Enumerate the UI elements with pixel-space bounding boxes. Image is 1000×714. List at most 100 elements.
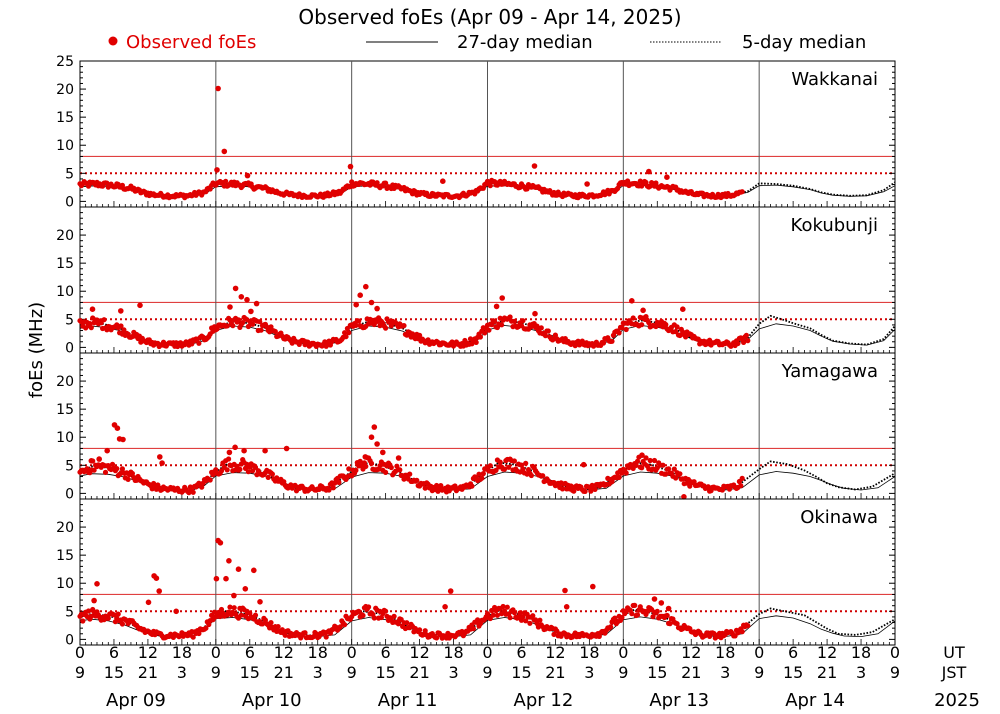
- observed-point: [227, 604, 233, 610]
- observed-point: [119, 621, 125, 627]
- ut-tick-label: 18: [308, 643, 328, 662]
- observed-point: [383, 608, 389, 614]
- y-tick-label: 5: [65, 312, 74, 328]
- jst-tick-label: 21: [681, 663, 701, 682]
- observed-point: [745, 623, 751, 629]
- observed-point: [226, 558, 232, 564]
- observed-point: [378, 614, 384, 621]
- observed-point: [88, 613, 94, 619]
- y-tick-label: 15: [56, 256, 74, 272]
- observed-point: [349, 179, 355, 185]
- ut-tick-label: 0: [75, 643, 85, 662]
- observed-point: [477, 334, 483, 340]
- ut-tick-label: 0: [482, 643, 492, 662]
- observed-point: [283, 445, 290, 452]
- observed-point: [215, 85, 221, 92]
- observed-point: [240, 320, 246, 326]
- observed-point: [199, 484, 205, 490]
- panel-okinawa: 0 5 10 15 20 Okinawa: [56, 498, 896, 648]
- observed-point: [269, 471, 275, 477]
- observed-point: [238, 612, 244, 618]
- y-tick-label: 0: [65, 632, 74, 648]
- panel-yamagawa: 0 5 10 15 20 Yamagawa: [56, 352, 896, 502]
- observed-point: [80, 618, 86, 624]
- observed-point: [196, 630, 202, 637]
- y-tick-label: 10: [56, 430, 74, 446]
- observed-point: [520, 466, 526, 472]
- x-axis: UT JST 2025 0961512211830961512211830961…: [75, 643, 980, 711]
- jst-tick-label: 9: [347, 663, 357, 682]
- y-tick-label: 25: [56, 54, 74, 70]
- observed-point: [518, 462, 525, 468]
- observed-point: [665, 605, 672, 612]
- jst-tick-label: 9: [482, 663, 492, 682]
- observed-point: [511, 458, 517, 464]
- ut-tick-label: 12: [274, 643, 294, 662]
- observed-point: [534, 323, 540, 329]
- observed-point: [353, 322, 359, 328]
- ut-tick-label: 0: [618, 643, 628, 662]
- observed-point: [257, 319, 263, 325]
- observed-point: [612, 615, 618, 621]
- observed-point: [346, 330, 352, 336]
- observed-points: [77, 85, 745, 201]
- observed-point: [663, 471, 669, 477]
- jst-tick-label: 3: [177, 663, 187, 682]
- observed-point: [231, 592, 237, 599]
- observed-point: [282, 632, 288, 638]
- observed-point: [482, 330, 488, 336]
- observed-point: [442, 604, 448, 610]
- observed-point: [118, 308, 124, 314]
- observed-point: [677, 332, 683, 339]
- observed-point: [663, 322, 669, 328]
- observed-point: [85, 608, 92, 614]
- observed-point: [660, 462, 666, 468]
- observed-point: [507, 615, 513, 621]
- observed-point: [616, 474, 622, 480]
- observed-point: [639, 465, 645, 471]
- observed-point: [232, 444, 238, 451]
- observed-point: [404, 620, 410, 626]
- observed-point: [224, 323, 230, 329]
- observed-point: [227, 304, 233, 310]
- station-label: Yamagawa: [781, 361, 878, 382]
- observed-point: [417, 332, 423, 338]
- observed-point: [96, 456, 102, 462]
- observed-point: [395, 621, 401, 627]
- ut-tick-label: 18: [172, 643, 192, 662]
- jst-tick-label: 21: [409, 663, 429, 682]
- observed-point: [470, 626, 476, 632]
- jst-tick-label: 9: [618, 663, 628, 682]
- observed-point: [248, 308, 254, 315]
- observed-point: [120, 436, 126, 443]
- observed-point: [190, 634, 196, 640]
- observed-point: [145, 599, 152, 606]
- observed-point: [230, 323, 236, 329]
- observed-point: [214, 167, 220, 173]
- observed-point: [705, 484, 711, 490]
- observed-point: [237, 466, 243, 472]
- observed-point: [121, 327, 127, 333]
- y-tick-label: 10: [56, 138, 74, 154]
- y-tick-label: 15: [56, 548, 74, 564]
- observed-point: [262, 447, 268, 454]
- observed-point: [357, 458, 363, 464]
- observed-point: [681, 494, 687, 500]
- chart-title: Observed foEs (Apr 09 - Apr 14, 2025): [298, 5, 681, 29]
- observed-point: [422, 485, 428, 491]
- observed-point: [517, 610, 523, 616]
- observed-point: [258, 327, 264, 333]
- observed-point: [91, 597, 97, 604]
- jst-tick-label: 3: [720, 663, 730, 682]
- jst-tick-label: 3: [313, 663, 323, 682]
- panel-wakkanai: 0 5 10 15 20 25 Wakkanai: [56, 54, 896, 210]
- ut-tick-label: 18: [579, 643, 599, 662]
- observed-point: [629, 298, 635, 304]
- observed-point: [741, 339, 747, 345]
- ut-tick-label: 6: [516, 643, 526, 662]
- ut-tick-label: 0: [211, 643, 221, 662]
- jst-tick-label: 3: [856, 663, 866, 682]
- observed-point: [226, 456, 232, 462]
- observed-point: [238, 294, 245, 300]
- observed-point: [173, 608, 179, 615]
